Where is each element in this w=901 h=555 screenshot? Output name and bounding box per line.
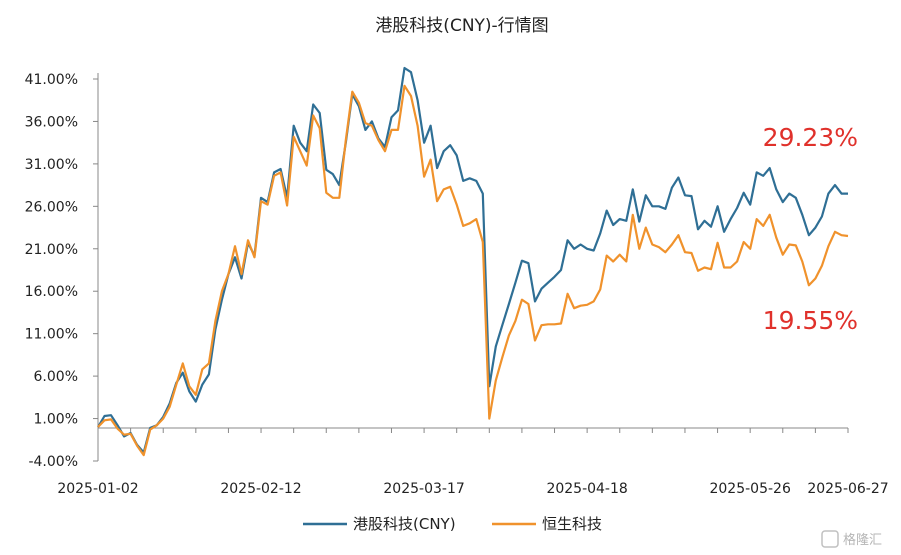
- watermark-text: 格隆汇: [843, 532, 882, 548]
- y-tick-label: 41.00%: [25, 72, 78, 88]
- annotation-layer: 29.23% 19.55%: [763, 123, 858, 335]
- legend-label-series-2: 恒生科技: [542, 515, 602, 533]
- y-axis: 41.00% 36.00% 31.00% 26.00% 21.00% 16.00% 11.0…: [25, 72, 99, 470]
- x-tick-label: 2025-04-18: [546, 481, 627, 497]
- y-tick-label: 21.00%: [25, 242, 78, 258]
- series-layer: [97, 66, 849, 457]
- y-tick-label: -4.00%: [28, 454, 78, 470]
- watermark: 格隆汇: [821, 530, 882, 548]
- series-line-1: [97, 66, 848, 454]
- y-tick-label: 1.00%: [34, 412, 78, 428]
- end-value-label-1: 29.23%: [763, 123, 858, 152]
- x-tick-label: 2025-06-27: [807, 481, 888, 497]
- y-tick-label: 11.00%: [25, 327, 78, 343]
- series-line-2: [97, 84, 849, 457]
- y-tick-label: 26.00%: [25, 199, 78, 215]
- y-tick-label: 16.00%: [25, 284, 78, 300]
- watermark-logo-icon: [821, 530, 839, 548]
- legend: 港股科技(CNY) 恒生科技: [303, 515, 602, 533]
- end-value-label-2: 19.55%: [763, 306, 858, 335]
- legend-label-series-1: 港股科技(CNY): [353, 515, 456, 533]
- x-tick-label: 2025-03-17: [383, 481, 464, 497]
- y-tick-label: 6.00%: [34, 369, 78, 385]
- chart-title: 港股科技(CNY)-行情图: [375, 16, 548, 36]
- x-tick-label: 2025-01-02: [57, 481, 138, 497]
- x-axis: 2025-01-02 2025-02-12 2025-03-17 2025-04-18…: [57, 427, 889, 497]
- x-tick-label: 2025-05-26: [709, 481, 790, 497]
- y-tick-label: 31.00%: [25, 157, 78, 173]
- y-tick-label: 36.00%: [25, 114, 78, 130]
- x-tick-label: 2025-02-12: [220, 481, 301, 497]
